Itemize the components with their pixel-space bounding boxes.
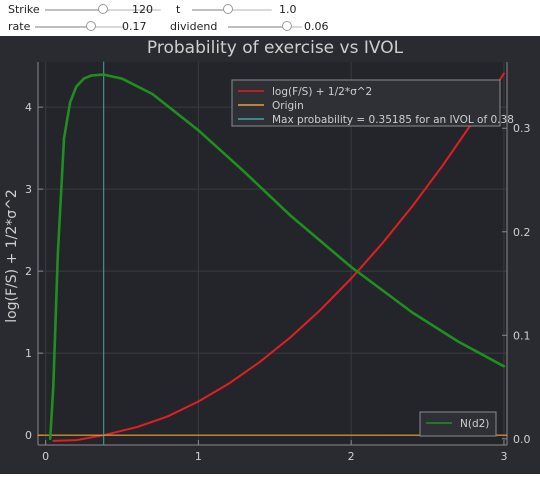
- dividend-label: dividend: [170, 20, 218, 33]
- series-layer: [37, 61, 508, 446]
- legend-bottom-label: N(d2): [460, 418, 489, 430]
- x-tick-label: 1: [195, 450, 202, 463]
- strike-control: Strike 120: [8, 2, 180, 18]
- legend-layer: log(F/S) + 1/2*σ^2 Origin Max probability …: [231, 79, 514, 437]
- legend-top-box: [231, 79, 501, 127]
- nd2-curve-series: [48, 73, 506, 441]
- t-slider-fill: [192, 9, 228, 11]
- legend-top-label: Max probability = 0.35185 for an IVOL of…: [272, 114, 514, 126]
- y-tick-label: 1: [25, 347, 32, 360]
- t-slider[interactable]: [192, 4, 272, 14]
- y-axis-label: log(F/S) + 1/2*σ^2: [4, 189, 20, 323]
- dividend-control: dividend 0.06: [170, 19, 370, 35]
- legend-top-label: Origin: [272, 100, 304, 112]
- rate-label: rate: [8, 20, 31, 33]
- rate-slider-fill: [35, 26, 91, 28]
- x-tick-label: 3: [500, 450, 507, 463]
- strike-slider-knob[interactable]: [98, 4, 108, 14]
- t-value: 1.0: [279, 3, 297, 16]
- dividend-slider[interactable]: [228, 21, 302, 31]
- dividend-value: 0.06: [304, 20, 329, 33]
- red-curve-series: [52, 72, 505, 442]
- t-control: t 1.0: [176, 2, 326, 18]
- controls-row-1: Strike 120 t 1.0: [0, 2, 540, 18]
- rate-slider[interactable]: [35, 21, 125, 31]
- legend-top-label: log(F/S) + 1/2*σ^2: [272, 86, 372, 98]
- chart-svg: Probability of exercise vs IVOL log(F/S)…: [4, 38, 531, 463]
- axes-layer: 0 1 2 3 0 1 2 3 4 0.0 0.1 0.2 0.3: [25, 62, 531, 463]
- strike-value: 120: [132, 3, 153, 16]
- strike-slider-fill: [45, 9, 103, 11]
- x-tick-label: 0: [42, 450, 49, 463]
- y-tick-label: 0: [25, 429, 32, 442]
- y2-tick-label: 0.2: [513, 226, 531, 239]
- dividend-slider-knob[interactable]: [282, 21, 293, 31]
- y2-tick-label: 0.3: [513, 122, 531, 135]
- y2-tick-label: 0.1: [513, 329, 531, 342]
- rate-slider-knob[interactable]: [85, 21, 96, 31]
- strike-label: Strike: [8, 3, 40, 16]
- chart-panel: Probability of exercise vs IVOL log(F/S)…: [0, 36, 540, 474]
- y-tick-label: 3: [25, 183, 32, 196]
- strike-slider[interactable]: [45, 4, 161, 14]
- x-tick-label: 2: [348, 450, 355, 463]
- y-tick-label: 2: [25, 265, 32, 278]
- legend-bottom-box: [419, 411, 497, 437]
- rate-value: 0.17: [122, 20, 147, 33]
- t-slider-knob[interactable]: [223, 4, 233, 14]
- chart-title: Probability of exercise vs IVOL: [147, 38, 404, 58]
- y-tick-label: 4: [25, 101, 32, 114]
- controls-row-2: rate 0.17 dividend 0.06: [0, 19, 540, 35]
- rate-control: rate 0.17: [8, 19, 180, 35]
- y2-tick-label: 0.0: [513, 433, 531, 446]
- dividend-slider-fill: [228, 26, 288, 28]
- t-label: t: [176, 3, 181, 16]
